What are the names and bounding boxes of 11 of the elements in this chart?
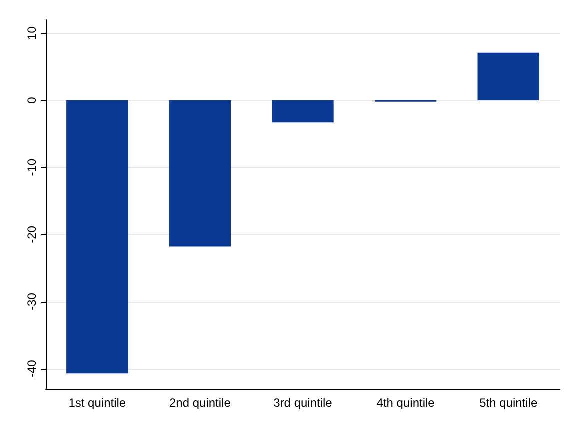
x-tick-label: 3rd quintile [274,396,333,410]
x-tick-label: 5th quintile [480,396,538,410]
y-tick-label: -10 [25,158,39,176]
x-tick-label: 4th quintile [376,396,436,410]
y-tick-label: -20 [25,226,39,244]
y-tick-label: -30 [25,292,39,310]
x-tick-label: 2nd quintile [170,396,232,410]
x-tick-label: 1st quintile [68,396,126,410]
y-tick-label: 10 [25,26,39,40]
y-tick-label: -40 [25,360,39,378]
y-tick-label: 0 [25,96,39,104]
